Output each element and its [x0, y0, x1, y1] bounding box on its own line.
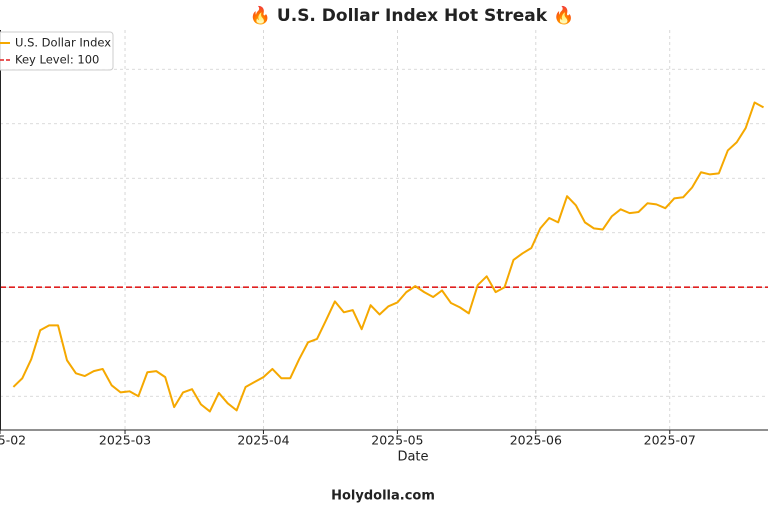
plot-area — [0, 101, 768, 413]
legend-label: Key Level: 100 — [15, 53, 99, 67]
x-tick-label: 2025-07 — [644, 433, 696, 448]
legend: U.S. Dollar Index Key Level: 100 — [0, 31, 114, 71]
x-tick-label: 2025-02 — [0, 433, 26, 448]
x-tick-label: 2025-03 — [99, 433, 151, 448]
x-axis-label: Date — [397, 450, 428, 465]
x-tick-label: 2025-06 — [510, 433, 562, 448]
chart-title: 🔥 U.S. Dollar Index Hot Streak 🔥 — [250, 5, 574, 26]
data-line — [12, 101, 765, 413]
x-tick-label: 2025-05 — [371, 433, 423, 448]
footer: Holydolla.com — [331, 489, 435, 504]
legend-box — [0, 31, 114, 71]
legend-label: U.S. Dollar Index — [15, 36, 111, 50]
grid — [0, 30, 768, 430]
x-tick-label: 2025-04 — [237, 433, 289, 448]
